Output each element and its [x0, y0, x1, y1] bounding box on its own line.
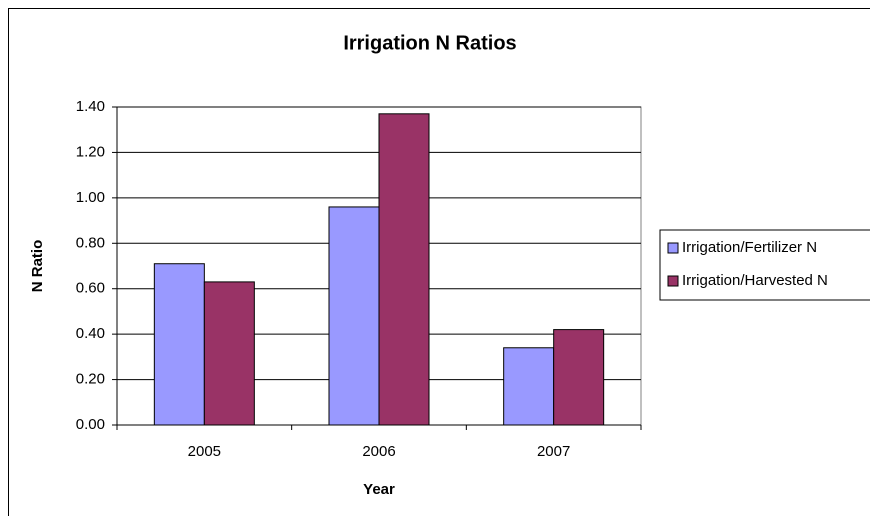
- bar: [503, 347, 555, 426]
- y-tick-label: 0.40: [76, 325, 105, 342]
- x-axis-label: Year: [363, 481, 395, 498]
- legend: [659, 229, 870, 301]
- bar: [203, 281, 255, 426]
- y-tick-label: 0.00: [76, 416, 105, 433]
- x-tick-label: 2007: [537, 443, 570, 460]
- y-tick-label: 1.00: [76, 189, 105, 206]
- bar: [328, 206, 380, 426]
- y-tick-label: 1.20: [76, 143, 105, 160]
- bar: [378, 113, 430, 426]
- y-axis-label: N Ratio: [29, 240, 46, 293]
- x-tick-label: 2006: [362, 443, 395, 460]
- legend-swatch: [667, 242, 679, 254]
- bar: [153, 263, 205, 426]
- y-tick-label: 1.40: [76, 98, 105, 115]
- legend-swatch: [667, 275, 679, 287]
- legend-label: Irrigation/Fertilizer N: [682, 239, 817, 256]
- legend-label: Irrigation/Harvested N: [682, 272, 828, 289]
- y-tick-label: 0.80: [76, 234, 105, 251]
- chart-title: Irrigation N Ratios: [343, 32, 516, 54]
- y-tick-label: 0.60: [76, 280, 105, 297]
- x-tick-label: 2005: [188, 443, 221, 460]
- y-tick-label: 0.20: [76, 371, 105, 388]
- bar: [553, 329, 605, 426]
